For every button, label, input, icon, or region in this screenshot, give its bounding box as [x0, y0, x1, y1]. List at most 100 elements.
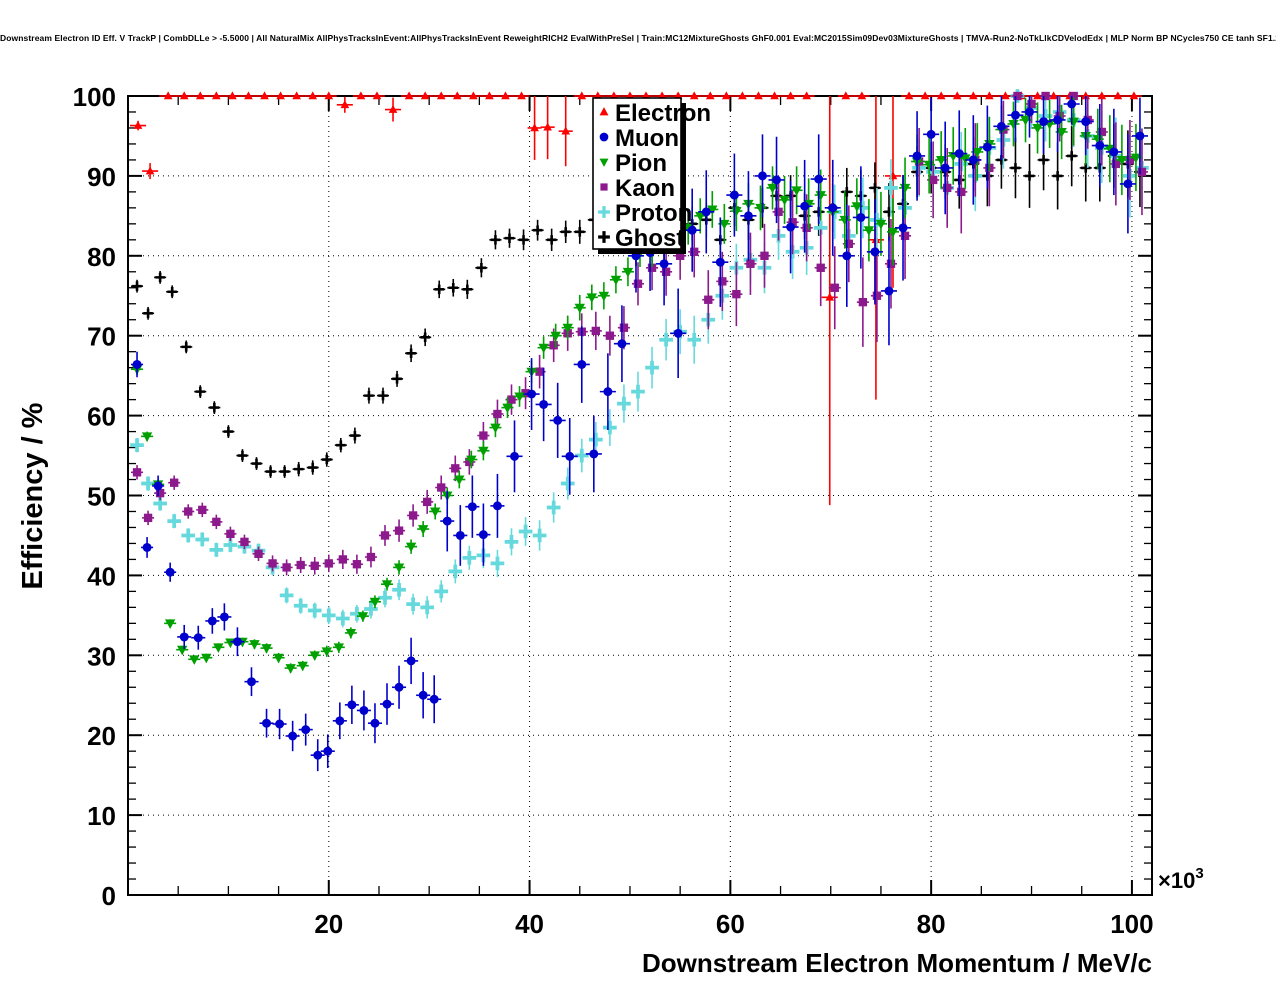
marker-cross: [462, 284, 473, 295]
marker-cross: [434, 584, 449, 599]
marker-triangle-down: [574, 303, 585, 314]
legend-background[interactable]: [592, 97, 682, 250]
legend-label-proton: Proton: [615, 200, 692, 227]
marker-circle: [370, 718, 380, 728]
marker-triangle-up: [738, 91, 747, 100]
y-tick-label: 40: [87, 561, 116, 591]
marker-triangle-up: [469, 91, 478, 100]
marker-triangle-up: [722, 91, 731, 100]
marker-square: [212, 517, 221, 527]
marker-triangle-up: [543, 122, 552, 131]
marker-triangle-down: [1020, 116, 1031, 126]
marker-triangle-up: [577, 91, 587, 100]
marker-cross: [856, 201, 870, 215]
marker-triangle-up: [133, 120, 143, 129]
marker-circle: [394, 682, 404, 692]
legend-entry-proton[interactable]: Proton: [598, 200, 692, 227]
marker-cross: [603, 420, 617, 435]
marker-triangle-down: [1104, 144, 1116, 155]
marker-triangle-down: [1130, 153, 1142, 164]
marker-circle: [577, 360, 587, 369]
marker-circle: [659, 259, 669, 269]
legend-entry-pion[interactable]: Pion: [599, 150, 667, 177]
marker-square: [296, 560, 305, 570]
marker-square: [1069, 91, 1078, 101]
marker-circle: [275, 719, 285, 729]
marker-cross: [321, 608, 336, 623]
marker-triangle-down: [478, 446, 489, 457]
y-tick-label: 0: [102, 881, 116, 911]
marker-circle: [940, 163, 950, 173]
marker-circle: [1123, 179, 1133, 189]
marker-circle: [207, 616, 217, 626]
marker-triangle-up: [857, 91, 867, 100]
marker-square: [704, 295, 713, 304]
marker-cross: [448, 283, 459, 293]
marker-cross: [181, 342, 191, 352]
marker-cross: [130, 438, 144, 453]
marker-triangle-down: [598, 291, 610, 302]
marker-cross: [546, 500, 561, 515]
marker-triangle-down: [779, 195, 790, 206]
marker-triangle-up: [179, 91, 189, 100]
marker-triangle-up: [825, 292, 835, 301]
marker-triangle-up: [308, 91, 318, 100]
marker-circle: [842, 251, 852, 261]
legend-entry-ghost[interactable]: Ghost: [598, 225, 684, 252]
marker-triangle-up: [420, 91, 430, 100]
plot-title: Downstream Electron ID Eff. V TrackP | C…: [0, 33, 1276, 43]
legend-entry-kaon[interactable]: Kaon: [600, 175, 675, 202]
marker-square: [380, 531, 390, 540]
marker-circle: [603, 387, 613, 397]
marker-triangle-down: [767, 183, 778, 194]
axis-titles: Efficiency / % Downstream Electron Moment…: [17, 402, 1152, 978]
marker-triangle-up: [436, 91, 446, 100]
marker-triangle-down: [972, 147, 983, 158]
marker-triangle-down: [935, 155, 947, 166]
marker-triangle-up: [501, 91, 510, 100]
marker-circle: [617, 339, 627, 349]
marker-cross: [870, 213, 884, 227]
marker-cross: [153, 496, 167, 511]
marker-square: [1111, 159, 1121, 169]
marker-square: [900, 231, 910, 241]
legend-entry-electron[interactable]: Electron: [599, 100, 711, 127]
marker-triangle-down: [309, 651, 320, 661]
marker-square: [718, 277, 727, 286]
marker-cross: [350, 430, 360, 441]
marker-circle: [856, 212, 866, 222]
marker-triangle-up: [292, 91, 301, 100]
marker-circle: [1039, 117, 1049, 127]
marker-triangle-down: [1056, 127, 1067, 138]
y-tick-label: 10: [87, 801, 116, 831]
marker-triangle-down: [610, 275, 622, 286]
marker-triangle-up: [276, 91, 285, 100]
marker-triangle-down: [345, 628, 357, 639]
marker-cross: [181, 528, 196, 543]
marker-square: [422, 497, 432, 507]
marker-cross: [813, 220, 828, 235]
marker-circle: [814, 174, 824, 184]
y-axis-title: Efficiency / %: [17, 402, 49, 589]
marker-square: [858, 297, 868, 307]
marker-circle: [800, 201, 810, 211]
marker-circle: [232, 637, 242, 647]
marker-square: [844, 239, 853, 248]
data-points: [130, 89, 1149, 772]
marker-cross: [560, 227, 571, 237]
marker-circle: [884, 286, 894, 296]
marker-triangle-up: [936, 91, 946, 100]
marker-circle: [153, 481, 163, 491]
marker-cross: [378, 590, 392, 605]
marker-cross: [141, 476, 155, 491]
marker-triangle-up: [871, 235, 881, 244]
x-tick-label: 40: [515, 909, 544, 939]
marker-cross: [560, 476, 575, 491]
marker-cross: [434, 284, 444, 295]
legend-entry-muon[interactable]: Muon: [599, 125, 679, 152]
marker-square: [732, 289, 741, 299]
